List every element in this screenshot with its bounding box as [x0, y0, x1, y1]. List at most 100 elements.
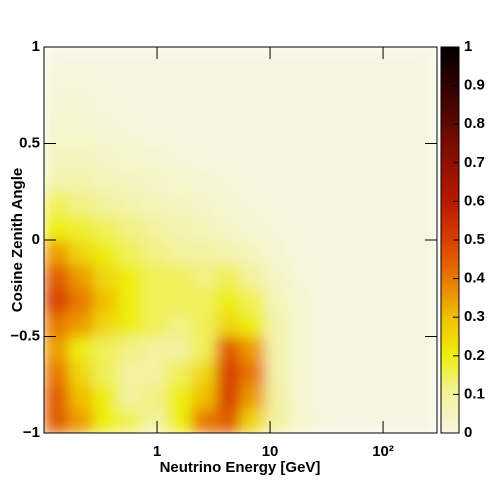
- heat-cell: [314, 264, 340, 289]
- heat-cell: [166, 288, 193, 313]
- heat-cell: [265, 360, 291, 386]
- heat-cell: [117, 95, 143, 120]
- heat-cell: [388, 95, 414, 120]
- heat-cell: [216, 167, 242, 193]
- heat-cell: [289, 240, 315, 265]
- heat-cell: [191, 215, 217, 241]
- heat-cell: [240, 167, 266, 193]
- heat-cell: [314, 47, 340, 72]
- heat-cell: [388, 191, 414, 217]
- heat-cell: [314, 71, 340, 96]
- heat-cell: [363, 408, 389, 433]
- heat-cell: [191, 71, 217, 96]
- heat-cell: [117, 47, 143, 72]
- heat-cell: [68, 312, 94, 337]
- heat-cell: [93, 95, 119, 120]
- heat-cell: [93, 71, 119, 96]
- heat-cell: [363, 360, 389, 386]
- heat-cell: [289, 215, 315, 241]
- heat-cell: [166, 336, 193, 362]
- y-tick-label: 0.5: [19, 134, 40, 151]
- heat-cell: [142, 95, 168, 120]
- heat-cell: [93, 288, 119, 313]
- heat-cell: [142, 71, 168, 96]
- x-tick-label: 1: [153, 443, 161, 460]
- heat-cell: [216, 288, 242, 313]
- heat-cell: [388, 47, 414, 72]
- heat-cell: [191, 240, 217, 265]
- heat-cell: [44, 264, 70, 289]
- heat-cell: [265, 191, 291, 217]
- heat-cell: [412, 143, 437, 169]
- heat-cell: [289, 143, 315, 169]
- heat-cell: [338, 95, 364, 120]
- heat-cell: [314, 119, 340, 144]
- heat-cell: [68, 95, 94, 120]
- heat-cell: [191, 288, 217, 313]
- heat-cell: [191, 95, 217, 120]
- heat-cell: [142, 360, 168, 386]
- y-tick-label: 0: [32, 231, 40, 248]
- heat-cell: [338, 336, 364, 362]
- heat-cell: [216, 95, 242, 120]
- heat-cell: [216, 143, 242, 169]
- heat-cell: [93, 384, 119, 410]
- heat-cell: [142, 143, 168, 169]
- heat-cell: [412, 408, 437, 433]
- heat-cell: [142, 288, 168, 313]
- heat-cell: [68, 143, 94, 169]
- heat-cell: [388, 312, 414, 337]
- heat-cell: [68, 264, 94, 289]
- heat-cell: [216, 47, 242, 72]
- heat-cell: [412, 336, 437, 362]
- y-tick-label: 1: [32, 38, 40, 55]
- heat-cell: [44, 47, 70, 72]
- heat-cell: [338, 47, 364, 72]
- heat-cell: [44, 167, 70, 193]
- heat-cell: [117, 336, 143, 362]
- heat-cell: [166, 47, 193, 72]
- heat-cell: [93, 264, 119, 289]
- heat-cell: [117, 312, 143, 337]
- heat-cell: [338, 384, 364, 410]
- colorbar-tick-label: 0.1: [464, 385, 485, 402]
- heat-cell: [289, 95, 315, 120]
- heat-cell: [68, 240, 94, 265]
- heat-cell: [412, 215, 437, 241]
- heat-cell: [191, 408, 217, 433]
- heat-cell: [388, 360, 414, 386]
- colorbar-tick-label: 0.4: [464, 270, 486, 287]
- heat-cell: [191, 360, 217, 386]
- heat-cell: [265, 384, 291, 410]
- heat-cell: [240, 288, 266, 313]
- heat-cell: [68, 167, 94, 193]
- heat-cell: [117, 408, 143, 433]
- heat-cell: [166, 408, 193, 433]
- heat-cell: [191, 264, 217, 289]
- heat-cell: [44, 119, 70, 144]
- heat-cell: [240, 264, 266, 289]
- heat-cell: [166, 384, 193, 410]
- heat-cell: [412, 288, 437, 313]
- heat-cell: [93, 119, 119, 144]
- heat-cell: [142, 47, 168, 72]
- heat-cell: [44, 240, 70, 265]
- heat-cell: [314, 143, 340, 169]
- heat-cell: [363, 264, 389, 289]
- heat-cell: [388, 288, 414, 313]
- heat-cell: [216, 240, 242, 265]
- heat-cell: [338, 191, 364, 217]
- heat-cell: [265, 312, 291, 337]
- heat-cell: [44, 408, 70, 433]
- heat-cell: [216, 119, 242, 144]
- colorbar-tick-label: 0.3: [464, 308, 485, 325]
- heat-cell: [240, 360, 266, 386]
- heat-cell: [44, 384, 70, 410]
- heat-cell: [412, 360, 437, 386]
- y-axis-label: Cosine Zenith Angle: [9, 168, 26, 312]
- heat-cell: [314, 95, 340, 120]
- heat-cell: [314, 312, 340, 337]
- heat-cell: [289, 47, 315, 72]
- heat-cell: [289, 167, 315, 193]
- heat-cell: [338, 312, 364, 337]
